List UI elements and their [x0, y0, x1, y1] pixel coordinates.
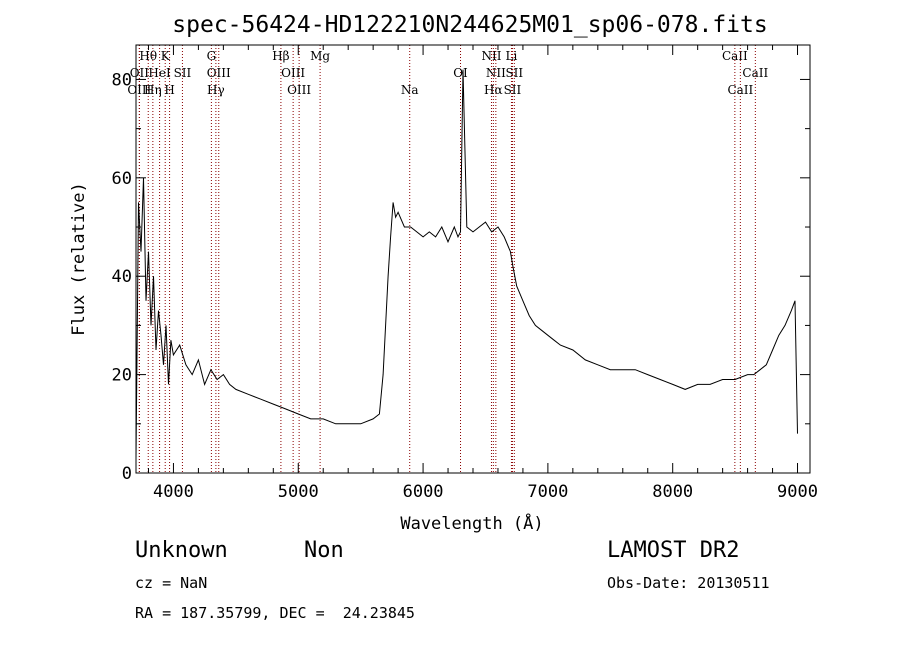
marker-label: K [161, 49, 171, 63]
spectrum-series [135, 69, 798, 459]
marker-label: Hγ [207, 83, 225, 97]
x-tick-label: 5000 [278, 482, 319, 502]
marker-label: HeI [148, 66, 171, 80]
redshift-text: cz = NaN [135, 574, 208, 592]
marker-label: OIII [207, 66, 231, 80]
y-tick-label: 0 [122, 464, 132, 484]
marker-label: G [207, 49, 217, 63]
marker-label: OIII [287, 83, 311, 97]
marker-label: OIII [127, 83, 151, 97]
spectrum-line [135, 69, 798, 459]
marker-label: SII [505, 66, 523, 80]
chart-title: spec-56424-HD122210N244625M01_sp06-078.f… [172, 12, 767, 38]
object-class: Unknown [135, 538, 228, 563]
obs-date: Obs-Date: 20130511 [607, 574, 770, 592]
x-tick-label: 8000 [652, 482, 693, 502]
marker-label: Mg [310, 49, 330, 63]
marker-label: NII [486, 66, 506, 80]
marker-label: Li [506, 49, 518, 63]
marker-label: OI [453, 66, 468, 80]
survey-name: LAMOST DR2 [607, 538, 740, 563]
axis-ticks: 4000 5000 6000 7000 8000 9000 0 20 40 60 80 [112, 45, 818, 502]
y-tick-label: 40 [112, 267, 132, 287]
marker-label: Hβ [272, 49, 289, 63]
x-tick-label: 9000 [777, 482, 818, 502]
object-subclass: Non [304, 538, 344, 563]
coordinates-text: RA = 187.35799, DEC = 24.23845 [135, 604, 415, 622]
marker-label: CaII [742, 66, 768, 80]
marker-label: SII [504, 83, 522, 97]
x-tick-label: 4000 [153, 482, 194, 502]
marker-label: OIII [281, 66, 305, 80]
y-tick-label: 60 [112, 169, 132, 189]
marker-label: NII [481, 49, 501, 63]
y-tick-label: 80 [112, 70, 132, 90]
marker-label: CaII [722, 49, 748, 63]
y-tick-label: 20 [112, 366, 132, 386]
marker-label: Hθ [139, 49, 157, 63]
x-tick-label: 6000 [403, 482, 444, 502]
y-axis-label: Flux (relative) [69, 182, 89, 336]
x-axis-label: Wavelength (Å) [400, 512, 543, 534]
marker-label: CaII [727, 83, 753, 97]
marker-label: Hη [144, 83, 162, 97]
marker-label: Hα [484, 83, 503, 97]
plot-frame [135, 44, 811, 474]
x-tick-label: 7000 [527, 482, 568, 502]
marker-label: H [164, 83, 174, 97]
marker-label: SII [174, 66, 192, 80]
marker-label: Na [401, 83, 419, 97]
